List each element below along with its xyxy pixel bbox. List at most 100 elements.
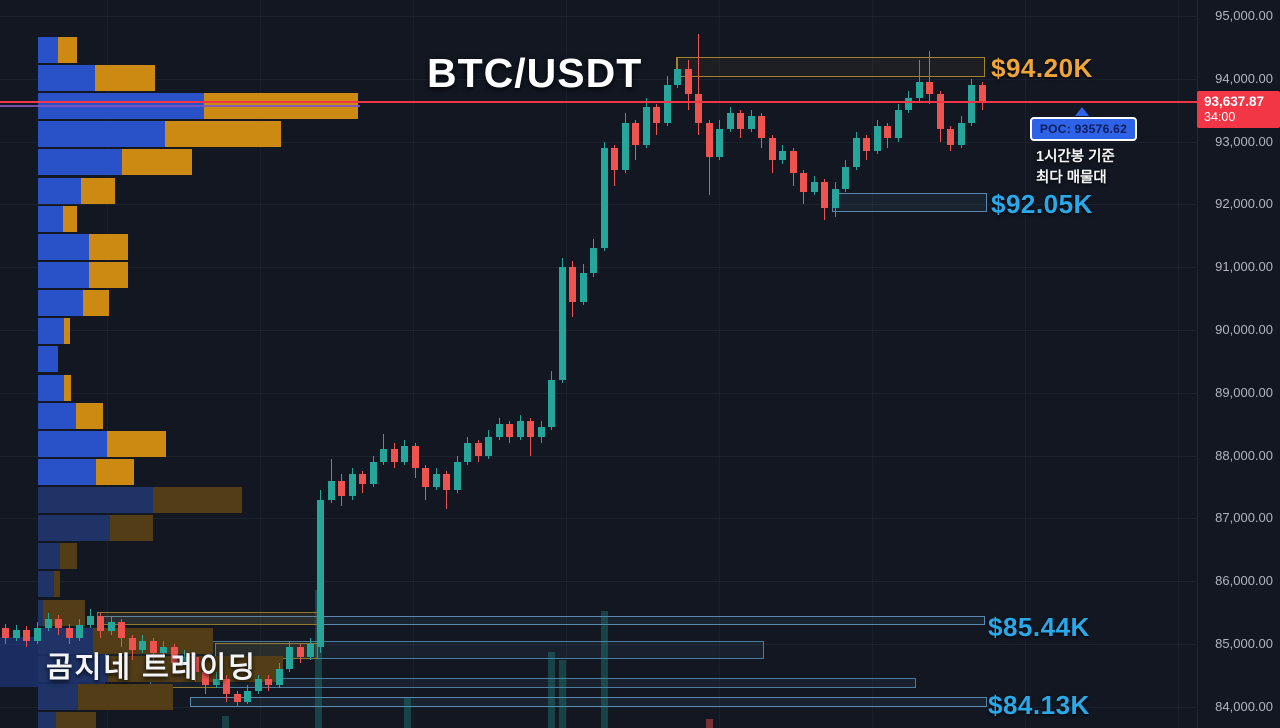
candle: [853, 132, 860, 170]
volume-profile-bar-buy: [38, 571, 54, 597]
volume-profile-bar-sell: [54, 571, 60, 597]
candle: [454, 455, 461, 494]
gridline-vertical: [107, 0, 108, 728]
candle-body: [34, 628, 41, 641]
candle-body: [496, 424, 503, 437]
candle: [34, 622, 41, 644]
price-zone-label[interactable]: $84.13K: [988, 690, 1090, 720]
candle-body: [181, 656, 188, 663]
zone-box-support-8435[interactable]: [150, 678, 916, 688]
candle-body: [821, 182, 828, 208]
candle-body: [202, 672, 209, 685]
candle-body: [45, 618, 52, 629]
price-tick-label: 87,000.00: [1215, 510, 1273, 526]
price-zone-label[interactable]: $85.44K: [988, 612, 1090, 642]
candle: [685, 59, 692, 111]
price-zone-label[interactable]: $94.20K: [991, 53, 1093, 83]
candle-body: [863, 138, 870, 151]
candle: [244, 684, 251, 704]
candle-body: [13, 630, 20, 638]
gridline-horizontal: [0, 16, 1197, 17]
volume-profile-bar-sell: [83, 290, 109, 316]
price-tick-label: 88,000.00: [1215, 447, 1273, 463]
candle: [727, 107, 734, 133]
candle: [45, 612, 52, 632]
gridline-horizontal: [0, 581, 1197, 582]
candle: [276, 662, 283, 688]
candle: [538, 421, 545, 444]
candle: [874, 119, 881, 155]
candle-body: [464, 443, 471, 462]
candle-body: [643, 107, 650, 145]
volume-profile-bar-buy: [38, 403, 76, 429]
candle: [832, 182, 839, 217]
candle-body: [685, 69, 692, 95]
candle: [958, 116, 965, 148]
candle: [926, 50, 933, 104]
candle: [359, 471, 366, 494]
price-zone-label[interactable]: $92.05K: [991, 189, 1093, 219]
candle-body: [66, 628, 73, 638]
zone-box-support-8413[interactable]: [190, 697, 987, 707]
candle: [55, 615, 62, 635]
candle-body: [485, 436, 492, 456]
candle: [590, 238, 597, 277]
candle: [118, 618, 125, 648]
poc-callout[interactable]: POC: 93576.62: [1030, 117, 1137, 141]
candle: [380, 433, 387, 465]
candle-body: [433, 474, 440, 487]
gridline-vertical: [260, 0, 261, 728]
candle-body: [286, 647, 293, 670]
candle-body: [674, 69, 681, 86]
candle-body: [160, 647, 167, 654]
candle-body: [517, 421, 524, 437]
candle-body: [349, 474, 356, 497]
candle: [895, 103, 902, 142]
candle: [517, 414, 524, 440]
candle-body: [874, 125, 881, 151]
price-axis[interactable]: 95,000.00 94,000.00 93,000.00 92,000.00 91,0…: [1197, 0, 1280, 728]
candle-wick: [919, 59, 920, 101]
candle-body: [800, 172, 807, 192]
candle-body: [884, 125, 891, 139]
price-tick-label: 89,000.00: [1215, 384, 1273, 400]
candle: [496, 417, 503, 440]
candle: [87, 608, 94, 629]
candle-body: [779, 151, 786, 161]
candle: [286, 640, 293, 673]
gridline-vertical: [1178, 0, 1179, 728]
candle: [737, 110, 744, 139]
zone-box-resistance-9420[interactable]: [676, 57, 985, 77]
candle: [265, 675, 272, 692]
volume-profile-bar-sell: [64, 375, 71, 401]
candle: [317, 490, 324, 654]
candle: [674, 56, 681, 89]
volume-profile-bar-buy: [38, 628, 93, 654]
gridline-horizontal: [0, 518, 1197, 519]
current-price-value: 93,637.87: [1204, 94, 1265, 109]
price-tick-label: 92,000.00: [1215, 196, 1273, 212]
volume-profile-bar-sell: [110, 515, 153, 541]
poc-price-line: [0, 105, 360, 107]
volume-profile-bar-buy: [38, 234, 89, 260]
candle: [401, 439, 408, 465]
volume-bar: [601, 611, 608, 728]
candle-body: [737, 113, 744, 129]
candle: [443, 471, 450, 509]
poc-label: POC: 93576.62: [1039, 122, 1128, 136]
volume-profile-bar-buy: [38, 459, 96, 485]
volume-profile-bar-buy: [38, 656, 108, 682]
candle-body: [2, 628, 9, 638]
gridline-horizontal: [0, 393, 1197, 394]
price-tick-label: 91,000.00: [1215, 259, 1273, 275]
candle: [979, 81, 986, 111]
poc-arrow-up-icon: [1075, 107, 1089, 116]
candle-body: [958, 122, 965, 145]
candle-body: [895, 110, 902, 139]
candle: [150, 637, 157, 663]
candle-body: [506, 424, 513, 437]
